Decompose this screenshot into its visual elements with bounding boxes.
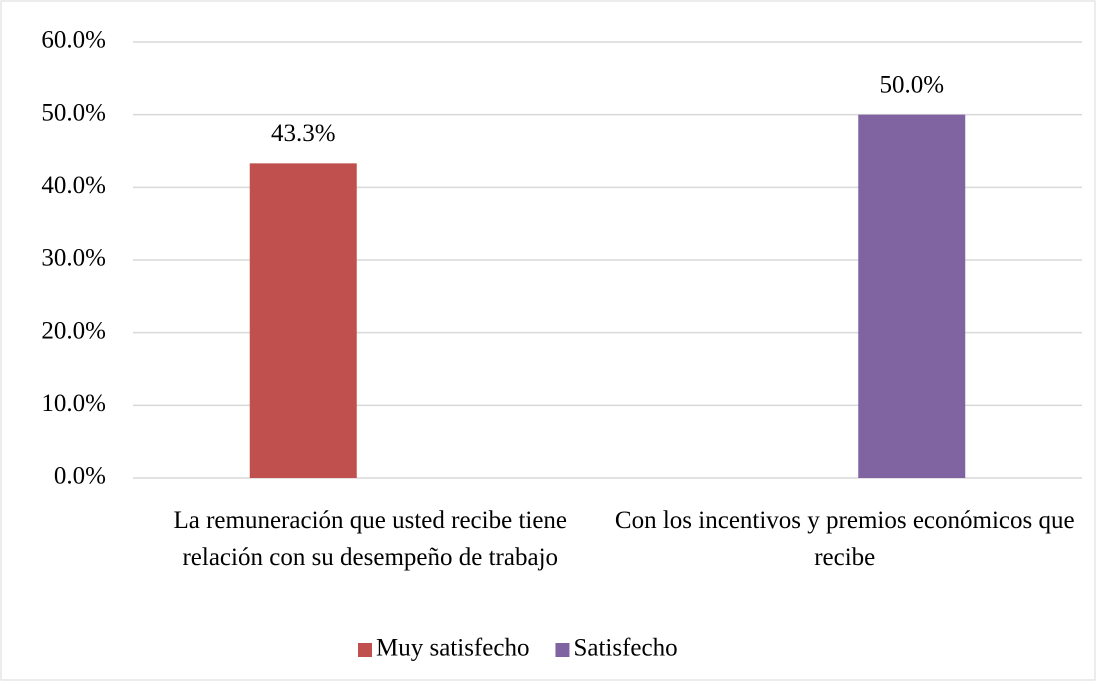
legend-label: Satisfecho <box>573 635 677 662</box>
bar <box>858 114 966 479</box>
y-tick-label: 60.0% <box>41 27 106 54</box>
bar <box>249 163 357 478</box>
data-label: 50.0% <box>879 71 944 98</box>
legend-swatch <box>555 643 570 657</box>
x-tick-label: La remuneración que usted recibe tiene r… <box>173 507 568 571</box>
x-tick-label: Con los incentivos y premios económicos … <box>614 507 1075 571</box>
data-label: 43.3% <box>271 120 336 147</box>
y-tick-label: 20.0% <box>41 317 106 344</box>
y-tick-label: 50.0% <box>41 99 106 126</box>
legend-swatch <box>358 643 372 657</box>
y-tick-label: 30.0% <box>41 245 106 272</box>
y-tick-label: 0.0% <box>54 463 106 490</box>
y-tick-label: 40.0% <box>41 172 106 199</box>
legend-label: Muy satisfecho <box>376 635 529 662</box>
y-tick-label: 10.0% <box>41 390 106 417</box>
